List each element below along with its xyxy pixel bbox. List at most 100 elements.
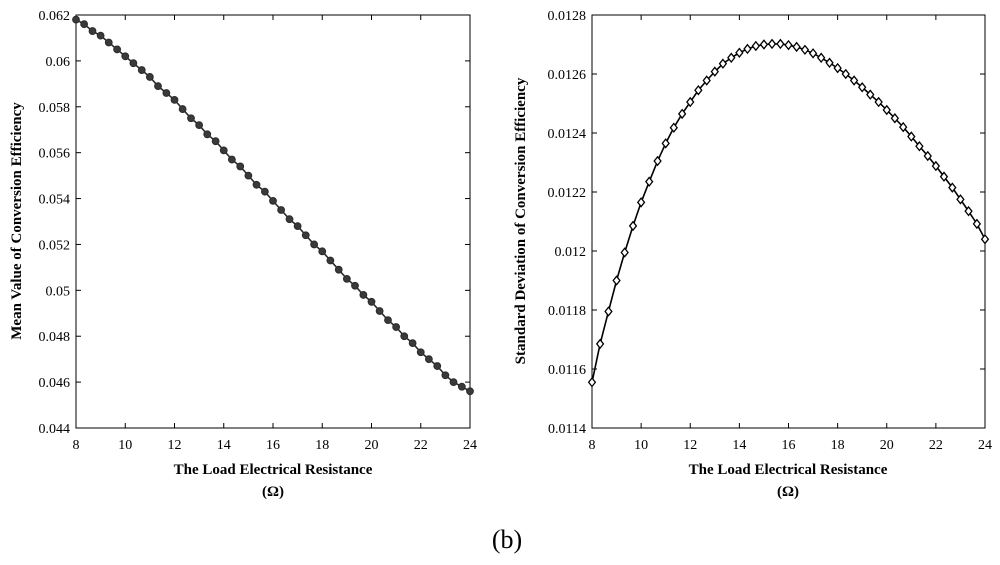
x-tick-label: 12 [168, 438, 182, 453]
data-point [915, 141, 924, 152]
data-point [792, 41, 801, 53]
data-point [359, 291, 368, 299]
y-axis-label: Standard Deviation of Conversion Efficie… [513, 77, 529, 364]
y-tick-label: 0.048 [39, 330, 71, 345]
data-point [628, 220, 638, 232]
data-point [956, 194, 965, 205]
data-point [710, 66, 720, 77]
data-point [808, 48, 818, 59]
data-point [767, 38, 777, 50]
data-point [636, 197, 646, 208]
data-point [162, 89, 171, 97]
data-point [145, 73, 154, 81]
data-point [595, 338, 605, 350]
chart-std-efficiency: 0.0114 0.0116 0.0118 0.012 0.0122 0.0124 0.012… [513, 9, 992, 500]
series-std-efficiency [587, 38, 990, 388]
x-tick-label: 24 [978, 438, 992, 453]
data-point [269, 196, 277, 205]
data-point [137, 66, 146, 74]
data-point [857, 82, 867, 93]
x-tick-label: 16 [266, 438, 280, 453]
data-point [743, 43, 752, 55]
y-tick-label: 0.05 [46, 284, 71, 299]
data-point [677, 108, 687, 120]
data-point [612, 275, 621, 286]
data-point [441, 371, 450, 380]
data-point [825, 57, 834, 69]
y-tick-label: 0.0124 [548, 127, 587, 142]
data-point [816, 52, 826, 64]
data-point [375, 307, 384, 315]
y-tick-label: 0.044 [39, 422, 71, 437]
data-point [931, 160, 941, 172]
data-point [899, 121, 908, 133]
data-point [587, 377, 597, 388]
y-axis-ticks: 0.0114 0.0116 0.0118 0.012 0.0122 0.0124 0.012… [548, 9, 985, 437]
x-tick-label: 18 [831, 438, 845, 453]
data-point [776, 38, 785, 50]
y-tick-label: 0.062 [39, 9, 71, 24]
x-axis-ticks: 8 10 12 14 16 18 20 22 24 [589, 15, 992, 453]
data-point [154, 82, 162, 91]
data-point [727, 52, 736, 64]
data-point [384, 316, 392, 325]
data-point [211, 137, 220, 146]
x-tick-label: 24 [463, 438, 477, 453]
y-tick-label: 0.0114 [548, 422, 586, 437]
y-axis-ticks: 0.044 0.046 0.048 0.05 0.052 0.054 0.056 0.058 0… [39, 9, 470, 437]
y-tick-label: 0.0118 [548, 304, 586, 319]
figure-caption: (b) [492, 525, 522, 554]
data-point [694, 84, 703, 96]
y-tick-label: 0.056 [39, 147, 71, 162]
data-point [121, 52, 130, 61]
x-tick-label: 12 [683, 438, 697, 453]
data-point [645, 176, 654, 187]
data-point [351, 281, 359, 290]
x-tick-label: 8 [73, 438, 80, 453]
y-tick-label: 0.054 [39, 193, 71, 208]
x-axis-unit: (Ω) [262, 484, 284, 500]
data-point [964, 205, 973, 217]
data-point [104, 38, 113, 47]
data-point [874, 96, 883, 108]
y-tick-label: 0.0126 [548, 68, 587, 83]
data-point [939, 171, 949, 182]
data-point [457, 382, 466, 391]
data-point [326, 256, 335, 265]
data-point [849, 75, 859, 86]
y-tick-label: 0.0128 [548, 9, 587, 24]
x-axis-label: The Load Electrical Resistance [689, 462, 888, 478]
data-point [759, 39, 769, 50]
data-point [841, 68, 850, 80]
data-point [334, 265, 343, 274]
data-point [342, 274, 351, 283]
y-tick-label: 0.046 [39, 376, 71, 391]
x-axis-ticks: 8 10 12 14 16 18 20 22 24 [73, 15, 477, 453]
y-tick-label: 0.0116 [548, 363, 586, 378]
data-point [449, 378, 458, 387]
data-point [604, 306, 613, 317]
data-point [882, 104, 891, 116]
x-axis-label: The Load Electrical Resistance [174, 462, 373, 478]
data-point [260, 187, 269, 196]
data-point [833, 62, 842, 74]
data-point [236, 162, 245, 171]
data-point [424, 355, 433, 364]
data-point [195, 121, 204, 130]
data-point [367, 297, 376, 306]
data-point [408, 339, 417, 348]
data-point [800, 44, 810, 56]
data-point [466, 387, 474, 396]
data-point [718, 58, 728, 69]
x-tick-label: 20 [365, 438, 379, 453]
x-tick-label: 14 [732, 438, 746, 453]
data-point [416, 348, 425, 357]
data-point [751, 40, 761, 52]
y-tick-label: 0.012 [555, 245, 587, 260]
chart-mean-efficiency: 0.044 0.046 0.048 0.05 0.052 0.054 0.056 0.058 0… [9, 9, 477, 500]
data-point [866, 89, 875, 100]
data-point [301, 231, 310, 240]
x-tick-label: 14 [217, 438, 231, 453]
y-tick-label: 0.06 [46, 55, 71, 70]
